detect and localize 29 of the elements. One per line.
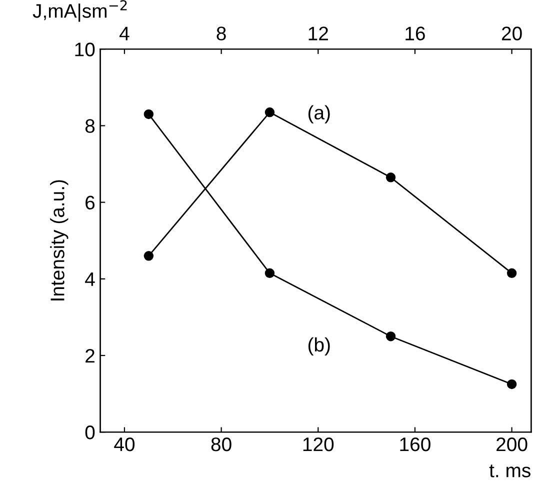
point [144,109,154,120]
x-axis-title: t. ms [489,464,530,478]
series-label: (a) [308,105,330,124]
y-tick-label: 0 [85,426,95,440]
x2-tick-label: 12 [308,26,328,40]
y-tick-label: 8 [85,119,95,133]
point [386,331,396,342]
point [144,251,154,261]
x2-tick-label: 8 [216,26,226,40]
y-tick-label: 6 [86,196,95,210]
x2-tick-label: 20 [502,26,522,40]
y-axis-title: Intensity (a.u.) [50,180,68,300]
point [506,268,517,278]
point [386,172,396,182]
x-tick-label: 160 [400,437,430,452]
y-tick-label: 4 [85,272,95,286]
point [506,379,517,390]
point [264,268,275,278]
x2-tick-label: 16 [406,26,425,40]
x-tick-label: 40 [114,437,135,452]
y-tick-label: 10 [75,42,95,56]
x2-axis-title: J,mA|sm$^{−2}$ [32,0,127,22]
point [264,107,275,118]
series-label: (b) [308,337,330,356]
x-tick-label: 80 [211,437,232,452]
x-tick-label: 200 [496,437,528,452]
y-tick-label: 2 [86,348,94,363]
x2-tick-label: 4 [120,26,130,40]
x-tick-label: 120 [303,437,334,452]
